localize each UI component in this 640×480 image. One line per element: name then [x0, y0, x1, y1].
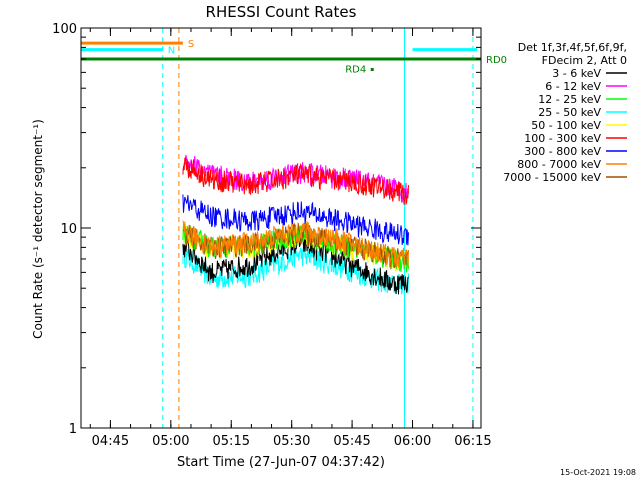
- legend-label-2: 12 - 25 keV: [538, 93, 601, 106]
- y-axis-ticks: 1 10 100: [52, 22, 481, 437]
- x-tick-label-6: 06:15: [454, 434, 491, 449]
- x-axis-ticks: 04:45 05:00 05:15 05:30 05:45 06:00 06:15: [89, 28, 492, 449]
- series-group: [182, 154, 409, 295]
- legend-label-0: 3 - 6 keV: [552, 67, 601, 80]
- y-tick-label-2: 100: [52, 22, 77, 37]
- flag-bars: S N RD0 RD4: [81, 39, 507, 76]
- legend-label-8: 7000 - 15000 keV: [503, 171, 601, 184]
- footer-date: 15-Oct-2021 19:08: [560, 468, 636, 477]
- y-axis-label: Count Rate (s⁻¹ detector segment⁻¹): [31, 119, 45, 339]
- legend-label-1: 6 - 12 keV: [545, 80, 601, 93]
- flag-label-1: N: [168, 46, 175, 57]
- legend-label-7: 800 - 7000 keV: [517, 158, 601, 171]
- legend-label-5: 100 - 300 keV: [524, 132, 601, 145]
- legend-header-line-2: FDecim 2, Att 0: [542, 54, 627, 67]
- plot-frame: [80, 27, 482, 429]
- y-tick-label-1: 10: [60, 222, 77, 237]
- x-tick-label-3: 05:30: [273, 434, 310, 449]
- legend-label-6: 300 - 800 keV: [524, 145, 601, 158]
- series-line-5: [182, 156, 409, 206]
- flag-point-4: [370, 68, 374, 72]
- legend: Det 1f,3f,4f,5f,6f,9f, FDecim 2, Att 0 3…: [503, 41, 627, 184]
- flag-label-0: S: [188, 39, 194, 50]
- x-tick-label-1: 05:00: [152, 434, 189, 449]
- vertical-markers: [80, 28, 474, 428]
- y-tick-label-0: 1: [69, 422, 77, 437]
- chart-title: RHESSI Count Rates: [206, 3, 357, 21]
- series-line-6: [182, 194, 409, 246]
- x-tick-label-2: 05:15: [213, 434, 250, 449]
- series-line-8: [182, 222, 409, 270]
- flag-label-3: RD0: [486, 55, 507, 66]
- x-tick-label-0: 04:45: [92, 434, 129, 449]
- flag-label-4: RD4: [345, 65, 366, 76]
- x-tick-label-5: 06:00: [394, 434, 431, 449]
- legend-label-3: 25 - 50 keV: [538, 106, 601, 119]
- x-axis-label: Start Time (27-Jun-07 04:37:42): [177, 455, 385, 470]
- legend-label-4: 50 - 100 keV: [531, 119, 601, 132]
- legend-header-line-1: Det 1f,3f,4f,5f,6f,9f,: [518, 41, 627, 54]
- x-tick-label-4: 05:45: [333, 434, 370, 449]
- series-line-7: [182, 220, 409, 268]
